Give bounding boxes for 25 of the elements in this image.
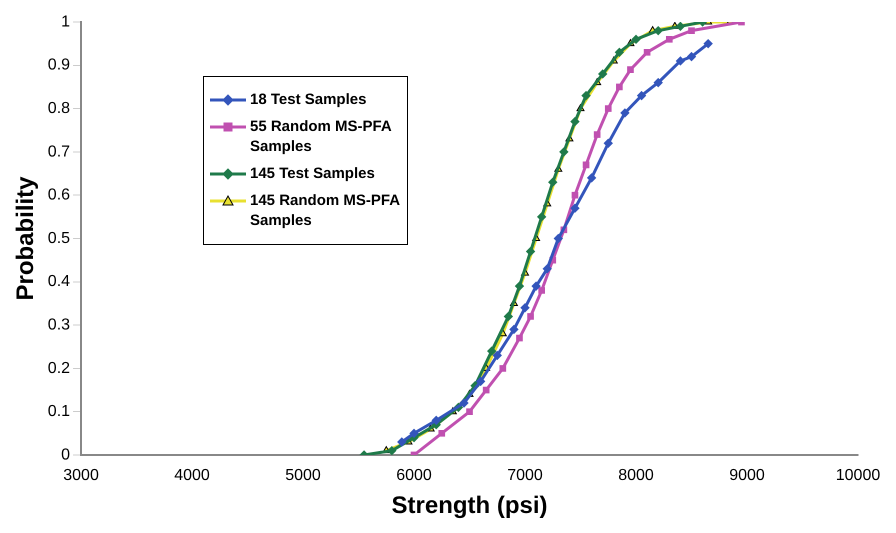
y-tick-label: 0.4 bbox=[48, 273, 70, 290]
legend-label: 18 Test Samples bbox=[250, 90, 366, 110]
y-tick-label: 0.8 bbox=[48, 100, 70, 118]
y-tick-label: 0.9 bbox=[48, 56, 70, 74]
y-tick-label: 0.2 bbox=[48, 360, 70, 377]
x-axis-title: Strength (psi) bbox=[392, 492, 548, 520]
legend-label: 55 Random MS-PFA Samples bbox=[250, 117, 392, 157]
y-tick-label: 0.1 bbox=[48, 403, 70, 420]
y-axis-title: Probability bbox=[12, 176, 40, 301]
y-tick-label: 0 bbox=[61, 446, 70, 464]
x-tick-label: 5000 bbox=[285, 467, 321, 484]
y-tick-label: 0.6 bbox=[48, 186, 70, 204]
x-tick-label: 10000 bbox=[836, 467, 880, 484]
legend-label: 145 Test Samples bbox=[250, 164, 375, 184]
y-tick-label: 0.7 bbox=[48, 143, 70, 160]
x-tick-label: 3000 bbox=[63, 467, 99, 484]
y-tick-label: 0.3 bbox=[48, 316, 70, 334]
y-tick-label: 1 bbox=[61, 13, 70, 30]
x-tick-label: 8000 bbox=[618, 467, 654, 484]
legend-label: 145 Random MS-PFA Samples bbox=[250, 191, 401, 231]
x-tick-label: 7000 bbox=[507, 467, 543, 484]
x-tick-label: 9000 bbox=[729, 467, 765, 484]
y-tick-label: 0.5 bbox=[48, 230, 70, 247]
x-tick-label: 6000 bbox=[396, 467, 432, 484]
x-tick-label: 4000 bbox=[174, 467, 210, 484]
